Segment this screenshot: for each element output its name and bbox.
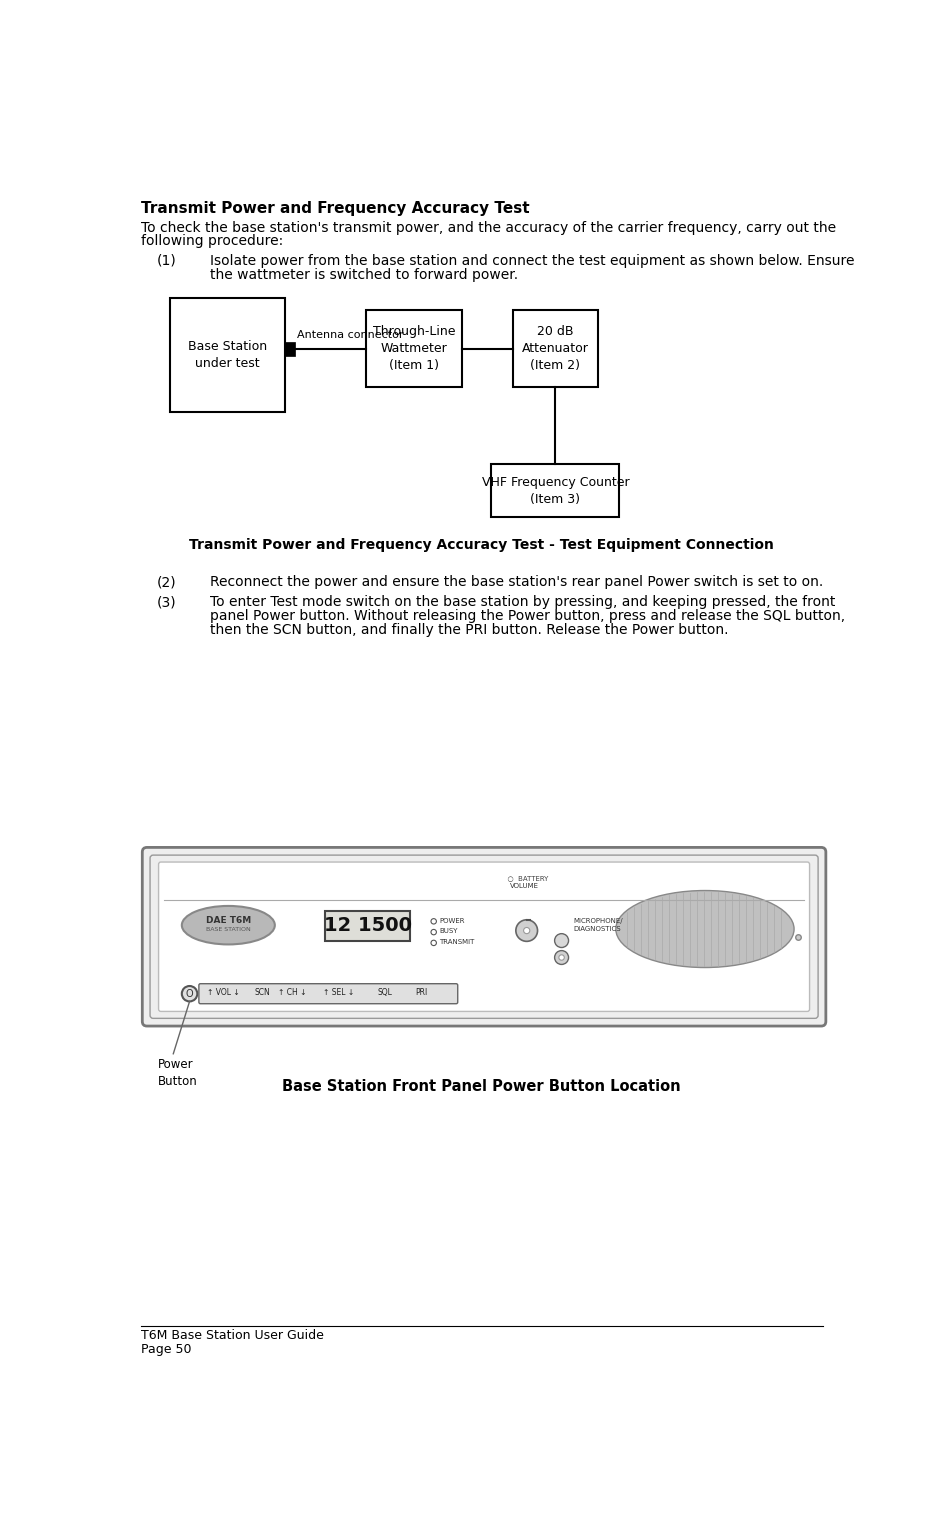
Circle shape — [555, 950, 569, 964]
Text: then the SCN button, and finally the PRI button. Release the Power button.: then the SCN button, and finally the PRI… — [211, 622, 729, 636]
Bar — [170, 298, 285, 412]
Text: Page 50: Page 50 — [141, 1343, 191, 1356]
Text: Isolate power from the base station and connect the test equipment as shown belo: Isolate power from the base station and … — [211, 254, 855, 267]
Text: Transmit Power and Frequency Accuracy Test - Test Equipment Connection: Transmit Power and Frequency Accuracy Te… — [189, 538, 775, 552]
Text: Base Station
under test: Base Station under test — [188, 340, 267, 369]
Text: the wattmeter is switched to forward power.: the wattmeter is switched to forward pow… — [211, 267, 519, 281]
Text: To enter Test mode switch on the base station by pressing, and keeping pressed, : To enter Test mode switch on the base st… — [211, 595, 836, 609]
Text: (3): (3) — [156, 595, 176, 609]
FancyBboxPatch shape — [199, 984, 458, 1004]
Text: BUSY: BUSY — [439, 928, 458, 934]
Text: Transmit Power and Frequency Accuracy Test: Transmit Power and Frequency Accuracy Te… — [141, 201, 529, 217]
Text: MICROPHONE/
DIAGNOSTICS: MICROPHONE/ DIAGNOSTICS — [573, 918, 623, 931]
Text: To check the base station's transmit power, and the accuracy of the carrier freq: To check the base station's transmit pow… — [141, 221, 836, 235]
Circle shape — [524, 927, 530, 933]
Text: Antenna connector: Antenna connector — [297, 329, 404, 340]
Text: following procedure:: following procedure: — [141, 235, 283, 249]
Bar — [366, 310, 462, 387]
Bar — [492, 464, 619, 516]
Text: Through-Line
Wattmeter
(Item 1): Through-Line Wattmeter (Item 1) — [372, 326, 455, 372]
Text: T6M Base Station User Guide: T6M Base Station User Guide — [141, 1330, 323, 1342]
Text: ↑ CH ↓: ↑ CH ↓ — [277, 988, 306, 998]
Text: ○  BATTERY: ○ BATTERY — [504, 875, 549, 881]
FancyBboxPatch shape — [159, 862, 809, 1011]
Text: 20 dB
Attenuator
(Item 2): 20 dB Attenuator (Item 2) — [522, 326, 588, 372]
Text: SQL: SQL — [378, 988, 392, 998]
Ellipse shape — [181, 905, 274, 944]
Text: ↑ VOL ↓: ↑ VOL ↓ — [208, 988, 240, 998]
Circle shape — [181, 987, 197, 1002]
Text: (2): (2) — [156, 575, 176, 589]
Circle shape — [431, 919, 436, 924]
Text: VOLUME: VOLUME — [509, 882, 539, 888]
Text: Base Station Front Panel Power Button Location: Base Station Front Panel Power Button Lo… — [282, 1079, 682, 1094]
Text: SCN: SCN — [255, 988, 271, 998]
Ellipse shape — [616, 890, 794, 967]
Text: (1): (1) — [156, 254, 176, 267]
Text: POWER: POWER — [439, 918, 464, 924]
Circle shape — [431, 941, 436, 945]
Circle shape — [516, 919, 538, 941]
Text: O: O — [186, 988, 194, 999]
Text: BASE STATION: BASE STATION — [206, 927, 251, 933]
Circle shape — [559, 954, 564, 961]
Bar — [325, 911, 411, 941]
Text: 12 1500: 12 1500 — [323, 916, 412, 936]
Text: PRI: PRI — [415, 988, 428, 998]
Bar — [285, 341, 295, 357]
Text: Power
Button: Power Button — [158, 1057, 197, 1088]
Text: DAE T6M: DAE T6M — [206, 916, 251, 925]
Text: TRANSMIT: TRANSMIT — [439, 939, 475, 945]
Text: panel Power button. Without releasing the Power button, press and release the SQ: panel Power button. Without releasing th… — [211, 609, 846, 622]
Text: VHF Frequency Counter
(Item 3): VHF Frequency Counter (Item 3) — [481, 475, 629, 506]
Text: ↑ SEL ↓: ↑ SEL ↓ — [322, 988, 354, 998]
Circle shape — [555, 933, 569, 947]
Text: Reconnect the power and ensure the base station's rear panel Power switch is set: Reconnect the power and ensure the base … — [211, 575, 823, 589]
Bar — [512, 310, 598, 387]
Circle shape — [431, 930, 436, 934]
FancyBboxPatch shape — [142, 847, 826, 1027]
